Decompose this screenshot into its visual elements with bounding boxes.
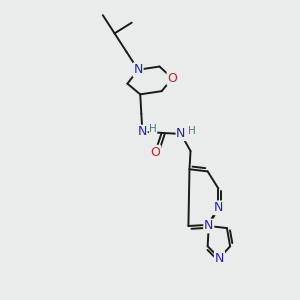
Text: N: N [204,220,213,232]
Text: N: N [176,128,186,140]
Text: N: N [138,125,147,138]
Text: N: N [214,201,223,214]
Text: O: O [150,146,160,159]
Text: H: H [188,126,196,136]
Text: H: H [149,124,157,134]
Text: O: O [167,72,177,85]
Text: N: N [134,63,143,76]
Text: N: N [215,252,224,265]
